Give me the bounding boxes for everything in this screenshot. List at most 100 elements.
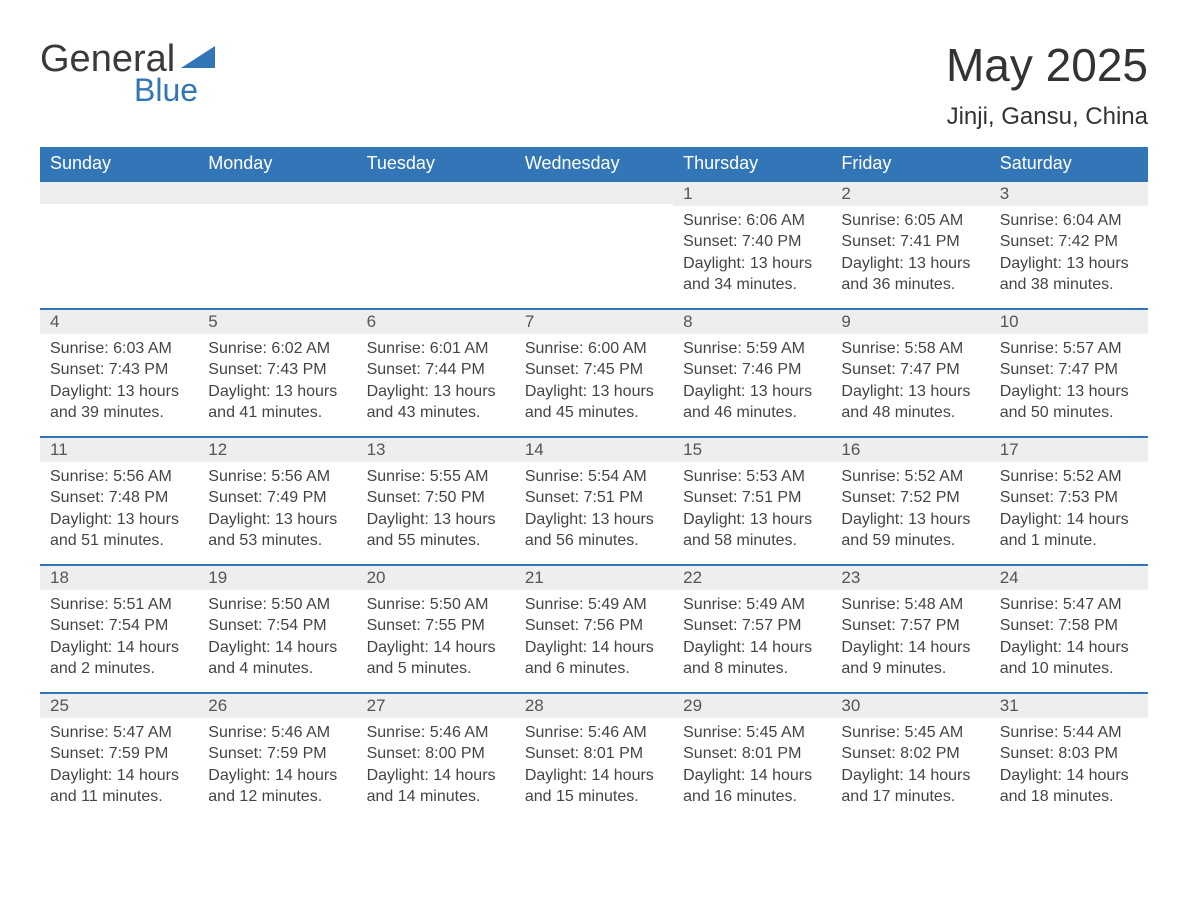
sunrise-line: Sunrise: 5:57 AM xyxy=(1000,338,1138,360)
day-number-bar: 10 xyxy=(990,308,1148,334)
title-block: May 2025 Jinji, Gansu, China xyxy=(946,40,1148,143)
calendar-day-cell: 28Sunrise: 5:46 AMSunset: 8:01 PMDayligh… xyxy=(515,692,673,820)
calendar-day-cell: 26Sunrise: 5:46 AMSunset: 7:59 PMDayligh… xyxy=(198,692,356,820)
calendar-day-cell xyxy=(198,180,356,308)
sunrise-line: Sunrise: 5:49 AM xyxy=(525,594,663,616)
sunset-line: Sunset: 8:01 PM xyxy=(683,743,821,765)
day-body: Sunrise: 5:53 AMSunset: 7:51 PMDaylight:… xyxy=(673,462,831,560)
day-number: 13 xyxy=(367,440,386,459)
sunset-line: Sunset: 7:43 PM xyxy=(208,359,346,381)
daylight-line: Daylight: 14 hours and 16 minutes. xyxy=(683,765,821,808)
daylight-line: Daylight: 13 hours and 59 minutes. xyxy=(841,509,979,552)
sunrise-line: Sunrise: 5:53 AM xyxy=(683,466,821,488)
day-body: Sunrise: 6:01 AMSunset: 7:44 PMDaylight:… xyxy=(357,334,515,432)
sunset-line: Sunset: 7:51 PM xyxy=(683,487,821,509)
weekday-header: Friday xyxy=(831,147,989,180)
sunset-line: Sunset: 7:47 PM xyxy=(841,359,979,381)
calendar-day-cell: 18 Sunrise: 5:51 AMSunset: 7:54 PMDayligh… xyxy=(40,564,198,692)
day-number: 20 xyxy=(367,568,386,587)
sunrise-line: Sunrise: 6:03 AM xyxy=(50,338,188,360)
calendar-day-cell xyxy=(40,180,198,308)
day-number-bar: 15 xyxy=(673,436,831,462)
day-number: 8 xyxy=(683,312,692,331)
sunset-line: Sunset: 7:46 PM xyxy=(683,359,821,381)
day-number-bar: 22 xyxy=(673,564,831,590)
day-body: Sunrise: 5:59 AMSunset: 7:46 PMDaylight:… xyxy=(673,334,831,432)
day-number: 2 xyxy=(841,184,850,203)
day-body: Sunrise: 5:51 AMSunset: 7:54 PMDaylight:… xyxy=(40,590,198,688)
day-number: 27 xyxy=(367,696,386,715)
sunset-line: Sunset: 7:57 PM xyxy=(683,615,821,637)
weekday-header: Sunday xyxy=(40,147,198,180)
sunset-line: Sunset: 8:00 PM xyxy=(367,743,505,765)
day-body: Sunrise: 6:04 AMSunset: 7:42 PMDaylight:… xyxy=(990,206,1148,304)
day-number-bar: 2 xyxy=(831,180,989,206)
day-number-bar: 24 xyxy=(990,564,1148,590)
sunset-line: Sunset: 7:45 PM xyxy=(525,359,663,381)
sunrise-line: Sunrise: 5:48 AM xyxy=(841,594,979,616)
sunrise-line: Sunrise: 5:46 AM xyxy=(208,722,346,744)
calendar-day-cell: 9Sunrise: 5:58 AMSunset: 7:47 PMDaylight… xyxy=(831,308,989,436)
calendar-day-cell: 2 Sunrise: 6:05 AMSunset: 7:41 PMDaylight… xyxy=(831,180,989,308)
sunrise-line: Sunrise: 6:06 AM xyxy=(683,210,821,232)
calendar-day-cell: 21Sunrise: 5:49 AMSunset: 7:56 PMDayligh… xyxy=(515,564,673,692)
sunrise-line: Sunrise: 5:56 AM xyxy=(50,466,188,488)
sunrise-line: Sunrise: 5:45 AM xyxy=(683,722,821,744)
daylight-line: Daylight: 13 hours and 34 minutes. xyxy=(683,253,821,296)
daylight-line: Daylight: 14 hours and 2 minutes. xyxy=(50,637,188,680)
sunset-line: Sunset: 7:49 PM xyxy=(208,487,346,509)
sunset-line: Sunset: 8:01 PM xyxy=(525,743,663,765)
day-number: 25 xyxy=(50,696,69,715)
day-number: 26 xyxy=(208,696,227,715)
day-number-bar: 16 xyxy=(831,436,989,462)
sunrise-line: Sunrise: 5:55 AM xyxy=(367,466,505,488)
calendar-day-cell: 6Sunrise: 6:01 AMSunset: 7:44 PMDaylight… xyxy=(357,308,515,436)
day-number-bar: 20 xyxy=(357,564,515,590)
calendar-day-cell: 10Sunrise: 5:57 AMSunset: 7:47 PMDayligh… xyxy=(990,308,1148,436)
day-body: Sunrise: 5:54 AMSunset: 7:51 PMDaylight:… xyxy=(515,462,673,560)
day-number-bar: 27 xyxy=(357,692,515,718)
sunrise-line: Sunrise: 5:49 AM xyxy=(683,594,821,616)
daylight-line: Daylight: 13 hours and 48 minutes. xyxy=(841,381,979,424)
calendar-day-cell: 7Sunrise: 6:00 AMSunset: 7:45 PMDaylight… xyxy=(515,308,673,436)
day-number-bar: 7 xyxy=(515,308,673,334)
sunrise-line: Sunrise: 6:00 AM xyxy=(525,338,663,360)
day-number-bar: 4 xyxy=(40,308,198,334)
day-number-bar: 8 xyxy=(673,308,831,334)
calendar-day-cell: 8 Sunrise: 5:59 AMSunset: 7:46 PMDaylight… xyxy=(673,308,831,436)
day-number-bar: 23 xyxy=(831,564,989,590)
day-number: 18 xyxy=(50,568,69,587)
day-number-bar: 5 xyxy=(198,308,356,334)
day-body: Sunrise: 5:52 AMSunset: 7:53 PMDaylight:… xyxy=(990,462,1148,560)
daylight-line: Daylight: 13 hours and 46 minutes. xyxy=(683,381,821,424)
daylight-line: Daylight: 14 hours and 14 minutes. xyxy=(367,765,505,808)
day-number: 9 xyxy=(841,312,850,331)
day-body: Sunrise: 5:52 AMSunset: 7:52 PMDaylight:… xyxy=(831,462,989,560)
day-number-bar: 13 xyxy=(357,436,515,462)
day-number: 12 xyxy=(208,440,227,459)
sunset-line: Sunset: 7:58 PM xyxy=(1000,615,1138,637)
day-body: Sunrise: 5:45 AMSunset: 8:01 PMDaylight:… xyxy=(673,718,831,816)
daylight-line: Daylight: 14 hours and 4 minutes. xyxy=(208,637,346,680)
day-body: Sunrise: 6:05 AMSunset: 7:41 PMDaylight:… xyxy=(831,206,989,304)
calendar-table: Sunday Monday Tuesday Wednesday Thursday… xyxy=(40,147,1148,820)
day-number: 3 xyxy=(1000,184,1009,203)
sunset-line: Sunset: 7:53 PM xyxy=(1000,487,1138,509)
sunset-line: Sunset: 7:51 PM xyxy=(525,487,663,509)
sunset-line: Sunset: 7:55 PM xyxy=(367,615,505,637)
day-number-bar: 11 xyxy=(40,436,198,462)
sunset-line: Sunset: 7:40 PM xyxy=(683,231,821,253)
sunset-line: Sunset: 7:50 PM xyxy=(367,487,505,509)
day-body: Sunrise: 5:45 AMSunset: 8:02 PMDaylight:… xyxy=(831,718,989,816)
day-number: 14 xyxy=(525,440,544,459)
calendar-day-cell: 4Sunrise: 6:03 AMSunset: 7:43 PMDaylight… xyxy=(40,308,198,436)
day-number: 30 xyxy=(841,696,860,715)
day-body: Sunrise: 5:49 AMSunset: 7:57 PMDaylight:… xyxy=(673,590,831,688)
calendar-day-cell xyxy=(515,180,673,308)
day-body: Sunrise: 5:48 AMSunset: 7:57 PMDaylight:… xyxy=(831,590,989,688)
weekday-header: Monday xyxy=(198,147,356,180)
calendar-day-cell: 11Sunrise: 5:56 AMSunset: 7:48 PMDayligh… xyxy=(40,436,198,564)
sunset-line: Sunset: 7:57 PM xyxy=(841,615,979,637)
sunset-line: Sunset: 7:43 PM xyxy=(50,359,188,381)
sunrise-line: Sunrise: 5:47 AM xyxy=(50,722,188,744)
